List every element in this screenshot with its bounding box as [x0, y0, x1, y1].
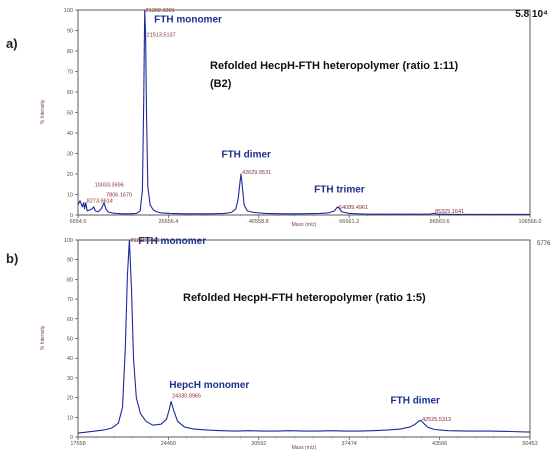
x-tick-label-a: 26556.4 [158, 219, 178, 225]
chart-title-b-1: Refolded HecpH-FTH heteropolymer (ratio … [183, 292, 426, 304]
y-tick-label-a: 30 [67, 152, 73, 158]
y-tick-label-a: 70 [67, 70, 73, 76]
y-tick-label-b: 50 [67, 337, 73, 343]
peak-mass-label-b: 42525.5313 [422, 417, 451, 423]
peak-annotation-b: FTH dimer [390, 396, 440, 407]
y-tick-label-a: 10 [67, 193, 73, 199]
y-tick-label-a: 90 [67, 29, 73, 35]
y-tick-label-a: 50 [67, 111, 73, 117]
spectrum-line-b [77, 239, 531, 434]
peak-mass-label-a: 42629.9531 [242, 170, 271, 176]
y-tick-label-b: 10 [67, 415, 73, 421]
panel-label-b: b) [6, 251, 18, 266]
peak-annotation-a: FTH monomer [154, 14, 222, 25]
y-tick-label-b: 70 [67, 297, 73, 303]
y-tick-label-b: 0 [70, 435, 73, 441]
x-tick-label-b: 24450 [161, 441, 176, 447]
peak-mass-label-a: 85325.1641 [435, 209, 464, 215]
x-tick-label-b: 37474 [342, 441, 357, 447]
x-axis-label-b: Mass (m/z) [292, 445, 317, 451]
y-tick-label-a: 0 [70, 213, 73, 219]
x-tick-label-a: 6554.0 [70, 219, 87, 225]
x-tick-label-a: 66561.2 [339, 219, 359, 225]
peak-mass-label-a: 21302.3301 [146, 8, 175, 14]
x-tick-label-a: 106566.0 [519, 219, 542, 225]
y-tick-label-a: 80 [67, 49, 73, 55]
x-tick-label-b: 43566 [432, 441, 447, 447]
y-tick-label-a: 60 [67, 90, 73, 96]
plot-frame-b [77, 239, 531, 438]
x-tick-label-a: 86563.6 [430, 219, 450, 225]
x-tick-label-b: 50453 [522, 441, 537, 447]
max-intensity-label-b: 5776.5 [537, 241, 550, 247]
peak-mass-label-a: 8273.9614 [87, 199, 113, 205]
chart-title-a-2: (B2) [210, 78, 232, 90]
peak-mass-label-b: 24330.8965 [172, 394, 201, 400]
y-tick-label-a: 100 [64, 8, 73, 14]
x-tick-label-b: 17558 [70, 441, 85, 447]
y-axis-label-a: % Intensity [40, 99, 46, 124]
peak-mass-label-b: 21296.6496 [130, 238, 159, 244]
peak-annotation-a: FTH trimer [314, 184, 365, 195]
y-tick-label-b: 20 [67, 396, 73, 402]
y-tick-label-b: 90 [67, 258, 73, 264]
spectrum-line-a [77, 9, 530, 215]
peak-mass-label-a: 7806.1670 [106, 193, 132, 199]
y-tick-label-b: 80 [67, 277, 73, 283]
peak-mass-label-a: 10033.3696 [95, 182, 124, 188]
y-tick-label-b: 30 [67, 376, 73, 382]
x-axis-label-a: Mass (m/z) [292, 222, 317, 228]
y-tick-label-a: 40 [67, 131, 73, 137]
peak-annotation-b: HepcH monomer [169, 380, 249, 391]
y-tick-label-a: 20 [67, 172, 73, 178]
chart-title-a-1: Refolded HecpH-FTH heteropolymer (ratio … [210, 60, 458, 72]
x-tick-label-a: 46558.8 [249, 219, 269, 225]
panel-label-a: a) [6, 36, 18, 51]
y-tick-label-b: 40 [67, 356, 73, 362]
y-tick-label-b: 100 [64, 238, 73, 244]
peak-mass-label-a: 21513.5137 [147, 33, 176, 39]
peak-annotation-a: FTH dimer [221, 150, 271, 161]
x-tick-label-b: 30592 [251, 441, 266, 447]
max-intensity-label-a: 5.8 10⁴ [515, 9, 548, 20]
y-axis-label-b: % Intensity [40, 325, 46, 350]
peak-annotation-b: FTH monomer [138, 236, 206, 247]
peak-mass-label-a: 64089.4961 [339, 205, 368, 211]
y-tick-label-b: 60 [67, 317, 73, 323]
